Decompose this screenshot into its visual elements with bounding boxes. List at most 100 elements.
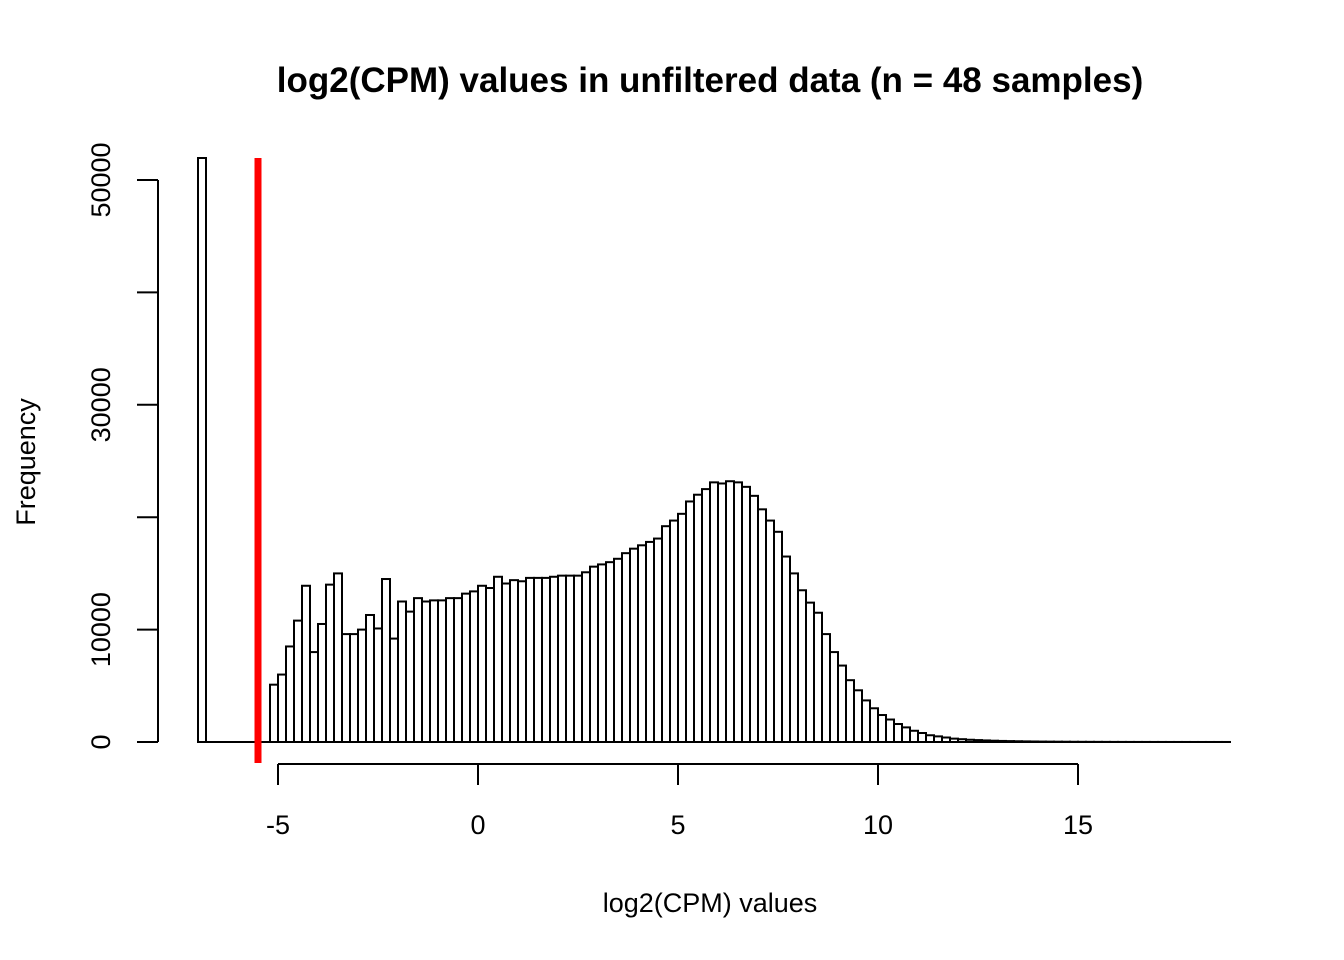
histogram-bar <box>869 707 879 744</box>
histogram-bar <box>957 738 967 744</box>
histogram-bar <box>909 729 919 744</box>
histogram-bar <box>477 584 487 743</box>
histogram-bar <box>605 561 615 743</box>
histogram-bar <box>1013 740 1023 744</box>
x-tick-label: 0 <box>470 810 485 840</box>
histogram-bar <box>509 579 519 743</box>
histogram-bar <box>557 574 567 744</box>
histogram-bar <box>669 519 679 744</box>
histogram-bar <box>629 547 639 743</box>
histogram-bar <box>997 739 1007 743</box>
histogram-bar <box>461 592 471 744</box>
y-tick-label: 10000 <box>86 592 116 667</box>
histogram-bar <box>965 738 975 744</box>
histogram-bar <box>533 576 543 743</box>
histogram-bar <box>357 628 367 743</box>
histogram-bar <box>645 540 655 743</box>
histogram-bar <box>805 601 815 744</box>
histogram-bar <box>893 723 903 743</box>
histogram-bar <box>773 530 783 744</box>
histogram-bar <box>709 481 719 743</box>
x-tick-label: 10 <box>863 810 893 840</box>
histogram-bar <box>693 493 703 743</box>
histogram-bar <box>821 633 831 744</box>
histogram-bar <box>389 637 399 743</box>
x-tick-label: -5 <box>266 810 290 840</box>
y-axis: 0 10000 30000 50000 <box>86 142 159 750</box>
histogram-bar <box>653 537 663 744</box>
histogram-bar <box>765 519 775 744</box>
histogram-bar <box>861 699 871 743</box>
histogram-bar <box>733 481 743 743</box>
histogram-bar <box>701 488 711 743</box>
histogram-bar <box>597 563 607 744</box>
histogram-bar <box>941 736 951 744</box>
histogram-bar <box>757 508 767 743</box>
histogram-bar <box>429 599 439 743</box>
histogram-bar <box>381 578 391 744</box>
histogram-bar <box>917 732 927 743</box>
histogram-bar <box>1021 740 1031 743</box>
y-axis-label: Frequency <box>11 398 41 526</box>
histogram-bar <box>789 572 799 744</box>
histogram-bar <box>621 552 631 744</box>
histogram-bar <box>397 600 407 743</box>
histogram-bar <box>365 613 375 743</box>
histogram-bar <box>725 480 735 743</box>
histogram-bar <box>613 557 623 744</box>
histogram-bar <box>717 482 727 743</box>
histogram-bars <box>197 157 1231 744</box>
histogram-bar <box>845 679 855 743</box>
histogram-bar <box>829 651 839 744</box>
histogram-bar <box>949 737 959 743</box>
histogram-bar <box>813 611 823 743</box>
histogram-bar <box>309 651 319 744</box>
histogram-bar <box>901 726 911 743</box>
histogram-bar <box>749 494 759 743</box>
histogram-bar <box>981 739 991 743</box>
histogram-bar <box>837 664 847 743</box>
histogram-bar <box>301 584 311 743</box>
x-axis-label: log2(CPM) values <box>603 888 818 918</box>
histogram-bar <box>453 597 463 743</box>
histogram-bar <box>277 673 287 743</box>
histogram-bar <box>549 575 559 743</box>
histogram-bar <box>405 610 415 744</box>
histogram-bar <box>501 582 511 743</box>
histogram-bar <box>885 718 895 744</box>
y-tick-label: 30000 <box>86 367 116 442</box>
histogram-bar <box>485 587 495 744</box>
histogram-bar <box>421 600 431 743</box>
histogram-bar <box>413 597 423 743</box>
histogram-bar <box>677 512 687 743</box>
histogram-bar <box>269 683 279 744</box>
x-tick-label: 5 <box>670 810 685 840</box>
chart-title: log2(CPM) values in unfiltered data (n =… <box>277 61 1143 100</box>
histogram-bar <box>781 555 791 743</box>
histogram-bar <box>469 590 479 743</box>
histogram-bar <box>685 500 695 743</box>
histogram-bar <box>853 689 863 744</box>
histogram-bar <box>325 583 335 744</box>
histogram-bar <box>933 735 943 744</box>
histogram-bar <box>541 576 551 743</box>
histogram-bar <box>493 575 503 743</box>
histogram-bar <box>317 622 327 743</box>
histogram-bar <box>341 633 351 744</box>
histogram-bar <box>741 485 751 743</box>
histogram-bar <box>573 574 583 744</box>
histogram-bar <box>581 571 591 743</box>
y-tick-label: 0 <box>86 734 116 749</box>
x-axis: -5 0 5 10 15 <box>266 763 1093 840</box>
histogram-bar <box>565 574 575 744</box>
histogram-bar <box>989 739 999 743</box>
x-tick-label: 15 <box>1063 810 1093 840</box>
histogram-bar <box>589 565 599 743</box>
histogram-bar <box>637 544 647 743</box>
histogram-bar <box>445 597 455 743</box>
histogram-bar <box>925 734 935 743</box>
histogram-bar <box>525 576 535 743</box>
histogram-bar <box>1029 740 1039 744</box>
histogram-bar <box>877 714 887 743</box>
